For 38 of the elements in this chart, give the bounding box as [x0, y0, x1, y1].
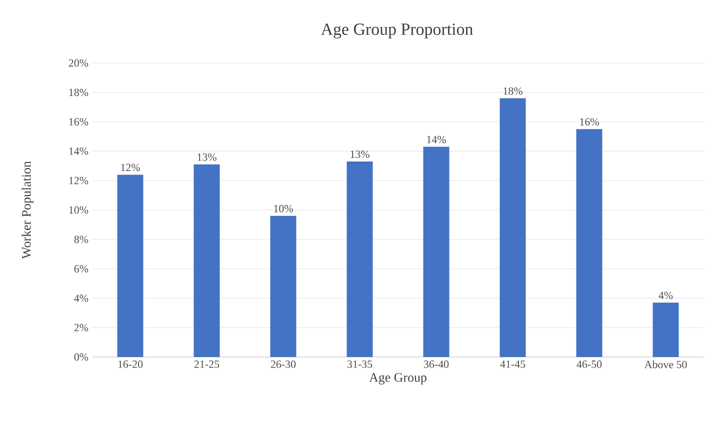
x-tick-label: 36-40 — [424, 360, 449, 368]
chart-title: Age Group Proportion — [320, 24, 473, 38]
bar — [346, 161, 373, 357]
x-tick-label: 16-20 — [118, 360, 143, 368]
x-tick-label: 46-50 — [576, 360, 602, 368]
y-tick-label: 16% — [69, 118, 88, 126]
data-label: 10% — [274, 204, 293, 212]
data-label: 4% — [658, 292, 673, 300]
data-label: 13% — [350, 150, 370, 158]
x-axis-title: Age Group — [369, 373, 426, 384]
y-tick-label: 6% — [74, 265, 88, 273]
data-label: 13% — [198, 153, 216, 161]
data-label: 14% — [427, 136, 446, 144]
x-tick-label: 26-30 — [270, 360, 296, 368]
data-label: 16% — [580, 118, 599, 126]
x-tick-label: 41-45 — [500, 360, 526, 368]
bar — [576, 129, 602, 357]
y-tick-label: 18% — [69, 88, 88, 96]
y-tick-label: 12% — [69, 176, 88, 184]
bar — [423, 146, 450, 357]
y-tick-label: 2% — [74, 324, 88, 332]
bar — [500, 98, 526, 357]
y-axis-title: Worker Population — [22, 161, 34, 259]
data-label: 12% — [121, 164, 140, 172]
x-tick-label: 21-25 — [194, 360, 220, 368]
y-tick-label: 14% — [69, 147, 88, 155]
bar — [117, 174, 144, 357]
bar — [270, 216, 296, 357]
x-tick-label: Above 50 — [644, 360, 687, 368]
x-tick-label: 31-35 — [348, 360, 372, 368]
y-tick-label: 0% — [74, 353, 88, 361]
y-tick-label: 10% — [69, 206, 88, 214]
data-label: 18% — [504, 87, 522, 95]
bar — [194, 164, 220, 357]
bar — [652, 302, 679, 357]
y-tick-label: 8% — [74, 236, 88, 244]
y-tick-label: 4% — [74, 294, 88, 302]
y-tick-label: 20% — [68, 59, 88, 67]
